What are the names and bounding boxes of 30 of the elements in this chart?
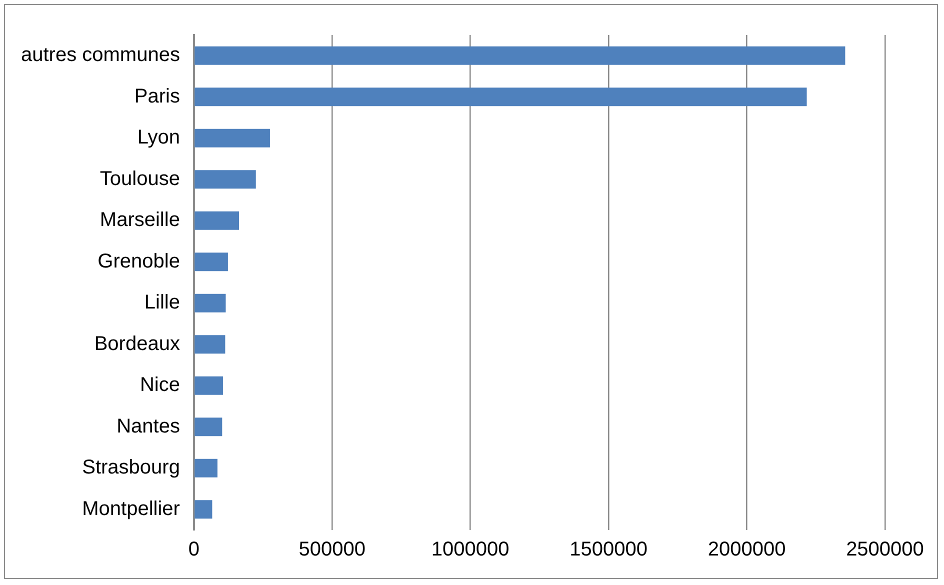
bar (194, 211, 240, 230)
bar (194, 376, 223, 395)
y-tick-label: Lyon (137, 126, 180, 149)
x-tick-label: 2000000 (708, 538, 786, 561)
y-tick-label: autres communes (20, 44, 180, 66)
y-tick-label: Strasbourg (82, 456, 180, 479)
bar (194, 294, 226, 312)
bar (194, 458, 218, 478)
bar (194, 418, 222, 436)
y-tick-label: Grenoble (98, 250, 180, 272)
bar (194, 88, 807, 106)
y-tick-label: Bordeaux (94, 332, 180, 355)
y-tick-label: Nantes (116, 415, 180, 438)
x-tick-label: 1500000 (570, 538, 648, 561)
y-tick-label: Nice (140, 374, 180, 396)
x-tick-label: 2500000 (846, 538, 924, 561)
y-tick-label: Paris (134, 85, 180, 108)
bar (194, 170, 256, 189)
bar (194, 252, 228, 272)
bar (194, 335, 226, 354)
x-tick-label: 0 (188, 538, 200, 561)
x-tick-label: 500000 (298, 538, 366, 561)
x-tick-label: 1000000 (431, 538, 510, 561)
y-tick-label: Lille (144, 292, 180, 314)
y-tick-label: Marseille (100, 209, 180, 232)
bar (194, 128, 270, 148)
bar (194, 46, 846, 65)
bar (194, 500, 212, 519)
y-tick-label: Montpellier (82, 498, 180, 520)
y-tick-label: Toulouse (100, 168, 180, 190)
